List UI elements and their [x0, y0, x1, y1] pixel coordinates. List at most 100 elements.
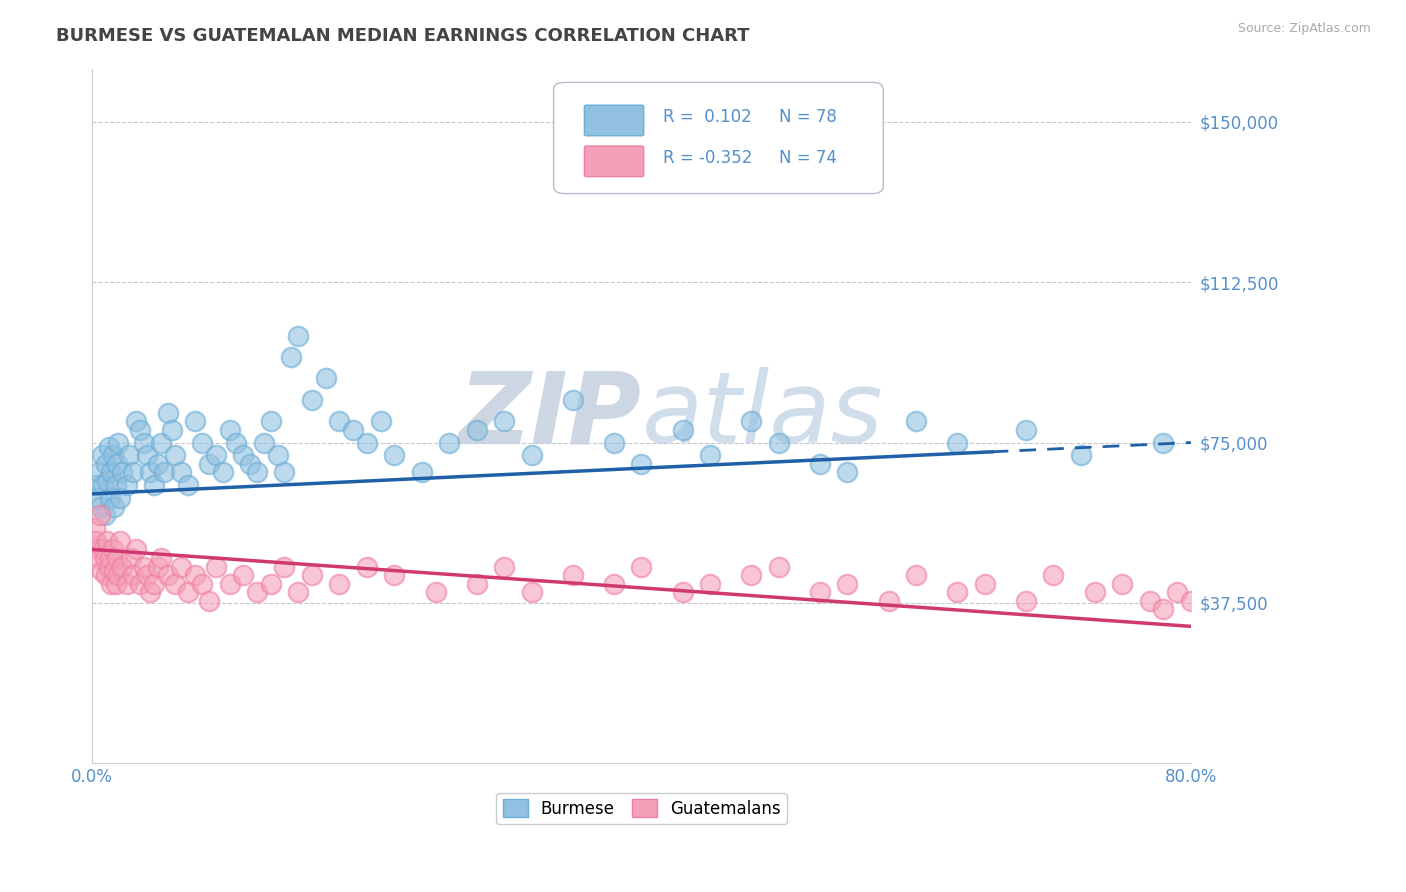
Point [232, 448, 254, 462]
Point [111, 559, 134, 574]
Point [107, 568, 129, 582]
Point [143, 478, 166, 492]
Point [84, 533, 107, 548]
Point [198, 593, 221, 607]
Point [740, 414, 762, 428]
Point [149, 435, 172, 450]
Point [93, 508, 115, 523]
Text: N = 78: N = 78 [779, 108, 837, 126]
Point [328, 576, 350, 591]
Point [465, 423, 488, 437]
Point [129, 423, 152, 437]
Point [103, 500, 125, 514]
Point [1015, 423, 1038, 437]
Point [86, 491, 108, 505]
Point [520, 585, 543, 599]
FancyBboxPatch shape [585, 105, 644, 136]
Point [100, 576, 122, 591]
Point [494, 559, 516, 574]
Point [946, 585, 969, 599]
Point [136, 448, 159, 462]
Point [86, 542, 108, 557]
Point [973, 576, 995, 591]
Point [905, 568, 928, 582]
Point [129, 576, 152, 591]
Point [273, 466, 295, 480]
Point [96, 533, 118, 548]
Point [87, 466, 110, 480]
Text: ZIP: ZIP [458, 368, 641, 465]
Point [149, 551, 172, 566]
Point [494, 414, 516, 428]
FancyBboxPatch shape [585, 146, 644, 177]
Point [273, 559, 295, 574]
Point [287, 328, 309, 343]
Point [134, 435, 156, 450]
Point [134, 559, 156, 574]
Point [104, 478, 127, 492]
Point [1070, 448, 1092, 462]
Point [170, 466, 193, 480]
Point [382, 448, 405, 462]
Point [301, 392, 323, 407]
Point [266, 448, 288, 462]
Point [411, 466, 433, 480]
Point [93, 551, 115, 566]
Point [191, 576, 214, 591]
Point [280, 350, 302, 364]
Point [225, 435, 247, 450]
Point [98, 551, 121, 566]
Point [905, 414, 928, 428]
Point [260, 414, 283, 428]
Point [877, 593, 900, 607]
Point [672, 423, 695, 437]
Point [101, 542, 124, 557]
Point [156, 406, 179, 420]
Point [837, 576, 859, 591]
Point [184, 414, 207, 428]
Point [120, 551, 142, 566]
Point [204, 448, 226, 462]
Point [84, 478, 107, 492]
Point [218, 423, 240, 437]
Point [672, 585, 695, 599]
Point [1111, 576, 1133, 591]
Point [253, 435, 276, 450]
Point [191, 435, 214, 450]
Point [239, 457, 262, 471]
Point [740, 568, 762, 582]
Point [143, 576, 166, 591]
Point [837, 466, 859, 480]
Point [439, 435, 461, 450]
Point [96, 474, 118, 488]
Point [356, 435, 378, 450]
Point [561, 568, 583, 582]
Point [152, 466, 174, 480]
Text: BURMESE VS GUATEMALAN MEDIAN EARNINGS CORRELATION CHART: BURMESE VS GUATEMALAN MEDIAN EARNINGS CO… [56, 27, 749, 45]
Point [370, 414, 392, 428]
Point [204, 559, 226, 574]
Point [177, 585, 200, 599]
Point [125, 414, 148, 428]
Point [630, 559, 652, 574]
Point [1015, 593, 1038, 607]
Point [90, 448, 112, 462]
Legend: Burmese, Guatemalans: Burmese, Guatemalans [496, 793, 787, 824]
Point [699, 576, 721, 591]
Point [160, 423, 183, 437]
Point [101, 448, 124, 462]
Point [163, 448, 186, 462]
Point [139, 466, 162, 480]
Point [105, 457, 128, 471]
Point [122, 568, 145, 582]
Point [287, 585, 309, 599]
Point [465, 576, 488, 591]
Point [356, 559, 378, 574]
Point [1180, 593, 1202, 607]
Point [218, 576, 240, 591]
Point [260, 576, 283, 591]
Point [146, 457, 169, 471]
Point [246, 585, 269, 599]
Point [232, 568, 254, 582]
Point [1152, 435, 1174, 450]
